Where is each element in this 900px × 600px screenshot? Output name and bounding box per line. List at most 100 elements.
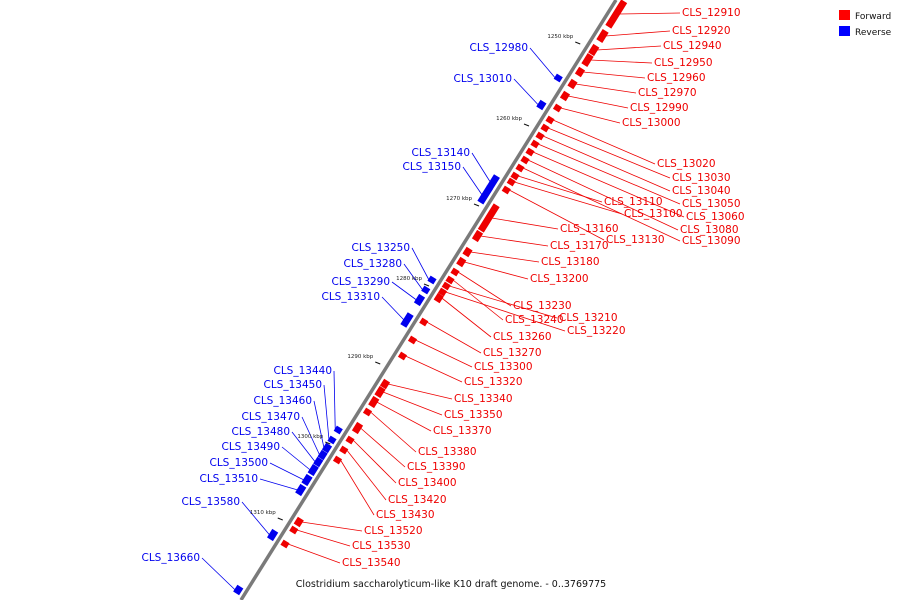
reverse-gene-feature — [486, 174, 500, 190]
reverse-gene-label: CLS_13150 — [403, 161, 462, 173]
reverse-leader-line — [471, 152, 491, 183]
forward-leader-line — [537, 143, 681, 205]
kbp-tick-label: 1270 kbp — [446, 196, 472, 202]
forward-leader-line — [405, 355, 463, 383]
reverse-gene-label: CLS_13490 — [222, 441, 281, 453]
forward-leader-line — [287, 543, 341, 564]
forward-gene-label: CLS_13520 — [364, 525, 423, 537]
reverse-gene-feature — [427, 275, 437, 285]
forward-gene-feature — [433, 292, 444, 304]
kbp-tick-label: 1250 kbp — [547, 34, 573, 40]
forward-gene-label: CLS_13000 — [622, 117, 681, 129]
reverse-gene-label: CLS_13440 — [274, 365, 333, 377]
forward-leader-line — [567, 95, 629, 109]
forward-gene-feature — [374, 385, 386, 399]
forward-gene-feature — [574, 66, 586, 78]
forward-gene-feature — [462, 246, 473, 258]
forward-gene-feature — [520, 155, 530, 165]
forward-gene-label: CLS_13350 — [444, 409, 503, 421]
reverse-gene-label: CLS_13450 — [264, 379, 323, 391]
kbp-tick-mark — [473, 203, 480, 207]
reverse-leader-line — [313, 400, 325, 449]
reverse-gene-feature — [421, 285, 431, 295]
forward-gene-feature — [515, 163, 525, 173]
legend-reverse-label: Reverse — [855, 28, 892, 38]
reverse-leader-line — [529, 47, 556, 79]
reverse-gene-feature — [317, 449, 328, 461]
forward-leader-line — [346, 449, 387, 501]
forward-leader-line — [382, 391, 443, 416]
forward-leader-line — [376, 401, 432, 432]
reverse-leader-line — [259, 478, 298, 491]
forward-gene-feature — [397, 351, 408, 361]
forward-gene-feature — [445, 275, 455, 285]
forward-leader-line — [560, 107, 621, 124]
forward-leader-line — [491, 217, 559, 230]
reverse-leader-line — [333, 370, 336, 431]
reverse-gene-feature — [313, 456, 324, 468]
forward-leader-line — [415, 339, 473, 368]
forward-gene-label: CLS_12960 — [647, 72, 706, 84]
reverse-gene-label: CLS_13280 — [344, 258, 403, 270]
forward-gene-label: CLS_13100 — [624, 208, 683, 220]
forward-gene-label: CLS_13050 — [682, 198, 741, 210]
reverse-leader-line — [381, 296, 405, 321]
forward-gene-feature — [535, 131, 545, 141]
legend: Forward Reverse — [839, 10, 892, 38]
forward-gene-feature — [345, 435, 355, 445]
forward-gene-label: CLS_13210 — [559, 312, 618, 324]
forward-gene-label: CLS_12950 — [654, 57, 713, 69]
reverse-gene-label: CLS_13470 — [242, 411, 301, 423]
reverse-gene-feature — [553, 73, 563, 83]
forward-gene-label: CLS_13270 — [483, 347, 542, 359]
forward-gene-feature — [530, 139, 540, 149]
forward-gene-label: CLS_13230 — [513, 300, 572, 312]
kbp-tick-mark — [277, 517, 283, 521]
forward-leader-line — [301, 521, 363, 532]
forward-gene-label: CLS_13370 — [433, 425, 492, 437]
reverse-gene-feature — [333, 425, 343, 435]
forward-gene-label: CLS_13090 — [682, 235, 741, 247]
forward-gene-feature — [450, 267, 460, 277]
reverse-leader-line — [411, 247, 430, 281]
forward-leader-line — [445, 291, 566, 332]
forward-leader-line — [547, 127, 671, 179]
reverse-leader-line — [241, 501, 270, 536]
kbp-tick-label: 1290 kbp — [347, 354, 373, 360]
forward-gene-feature — [351, 421, 364, 435]
forward-gene-label: CLS_13040 — [672, 185, 731, 197]
forward-gene-label: CLS_12920 — [672, 25, 731, 37]
kbp-tick-label: 1280 kbp — [396, 276, 422, 282]
forward-gene-feature — [545, 115, 555, 125]
forward-gene-feature — [552, 103, 563, 113]
forward-leader-line — [387, 383, 453, 400]
reverse-gene-label: CLS_13310 — [322, 291, 381, 303]
forward-leader-line — [542, 135, 671, 192]
forward-gene-feature — [596, 29, 609, 43]
forward-gene-label: CLS_13200 — [530, 273, 589, 285]
forward-gene-label: CLS_12990 — [630, 102, 689, 114]
forward-leader-line — [340, 459, 375, 516]
kbp-tick-label: 1260 kbp — [496, 116, 522, 122]
genome-caption: Clostridium saccharolyticum-like K10 dra… — [296, 579, 606, 590]
reverse-gene-feature — [233, 584, 244, 596]
forward-leader-line — [527, 159, 679, 231]
forward-gene-label: CLS_12910 — [682, 7, 741, 19]
forward-leader-line — [457, 271, 512, 307]
forward-gene-label: CLS_13240 — [505, 314, 564, 326]
reverse-leader-line — [513, 78, 539, 106]
forward-leader-line — [441, 297, 492, 338]
forward-gene-label: CLS_13220 — [567, 325, 626, 337]
forward-gene-feature — [501, 185, 511, 195]
reverse-gene-label: CLS_13250 — [352, 242, 411, 254]
forward-leader-line — [426, 321, 482, 354]
forward-leader-line — [452, 279, 504, 321]
forward-leader-line — [480, 235, 549, 247]
forward-gene-feature — [332, 455, 343, 465]
kbp-tick-mark — [523, 123, 530, 127]
kbp-tick-mark — [423, 283, 430, 287]
legend-forward-swatch — [839, 10, 850, 20]
forward-gene-label: CLS_13160 — [560, 223, 619, 235]
kbp-tick-mark — [575, 41, 581, 45]
